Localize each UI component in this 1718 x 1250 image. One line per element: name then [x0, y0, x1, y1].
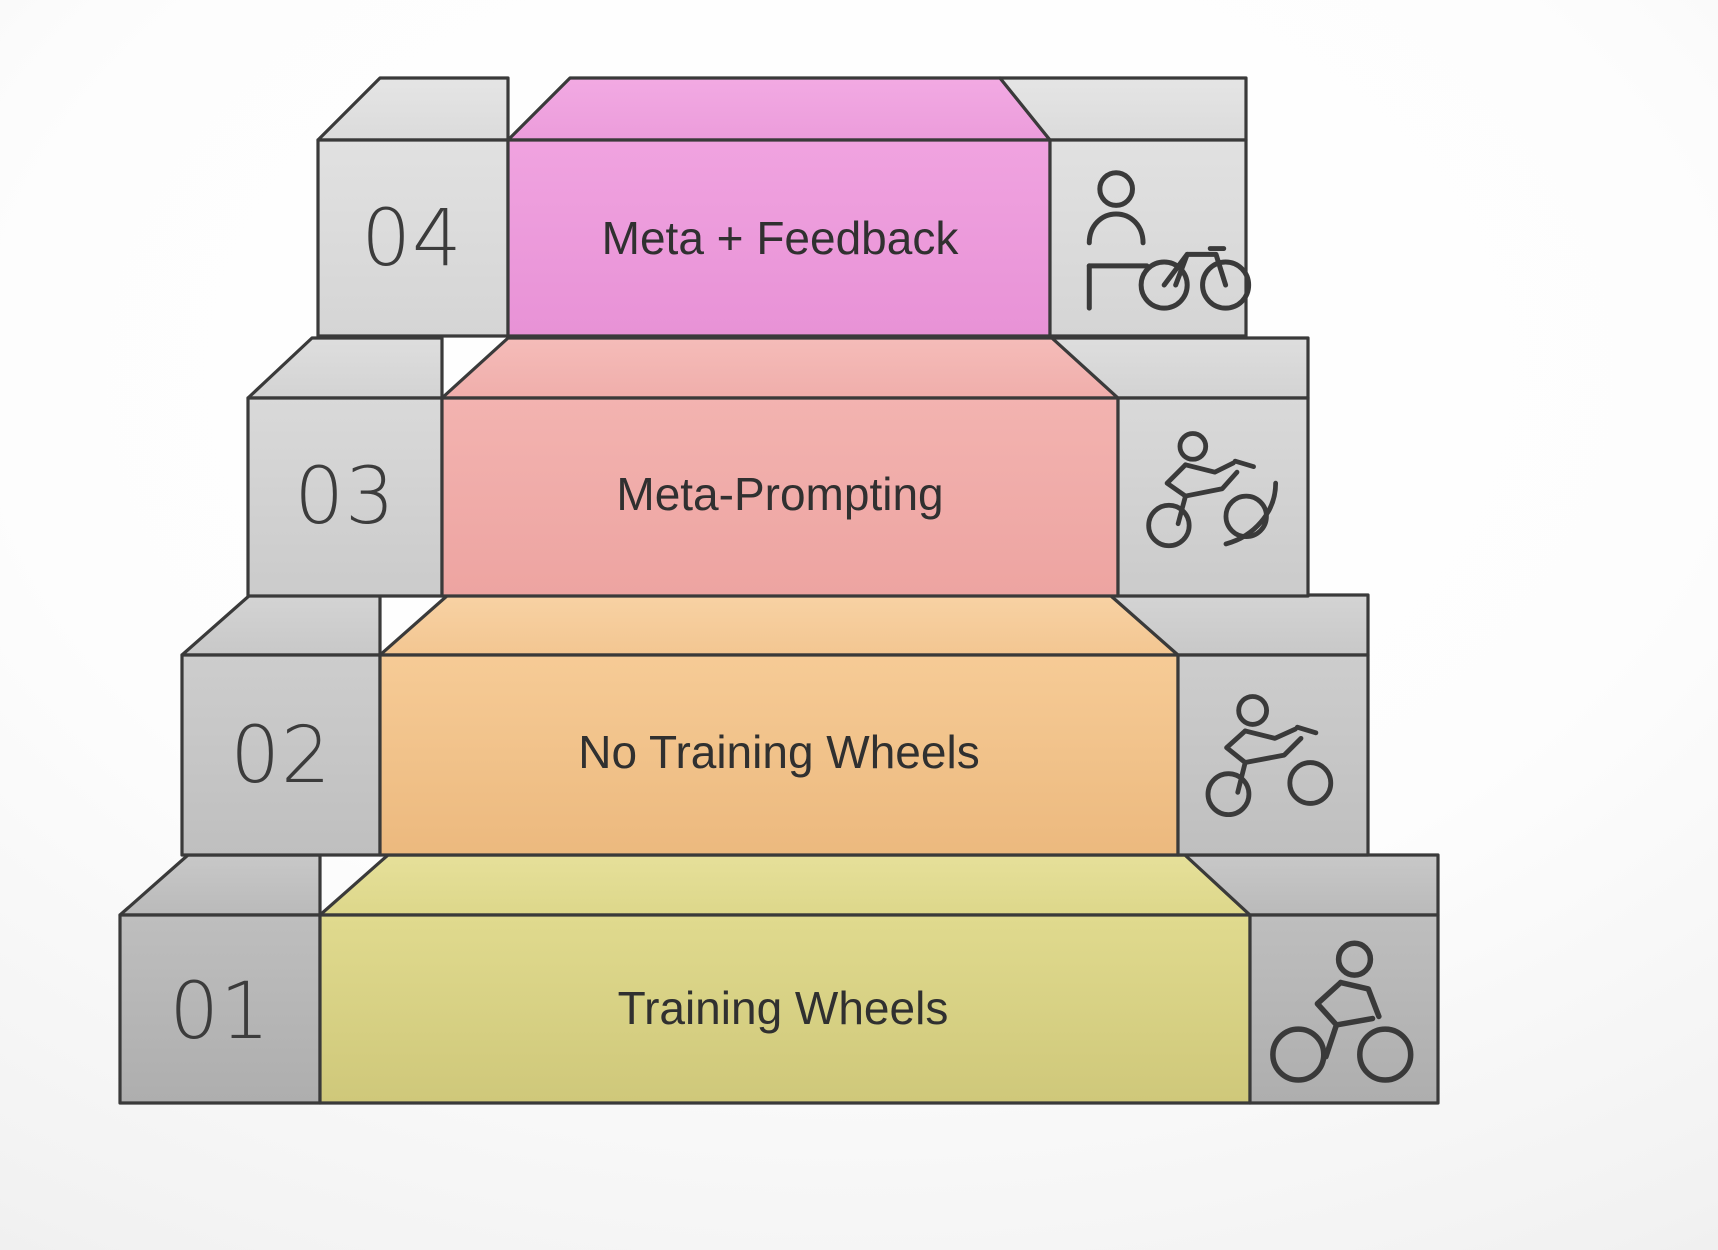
step-01-center-top-face — [318, 853, 1252, 917]
step-01-right-front-face — [1248, 913, 1440, 1105]
step-03-center-top-face — [440, 336, 1120, 400]
cyclist-speed-icon — [1146, 431, 1279, 549]
step-02-center-top-face — [378, 593, 1180, 657]
cyclist-leaning-icon — [1205, 694, 1334, 818]
step-04-left-front-face — [316, 138, 510, 338]
step-04-number: 04 — [361, 194, 462, 284]
person-standing-with-bike-icon — [1086, 170, 1252, 311]
step-04-center-top-face — [506, 76, 1052, 142]
step-02-number: 02 — [230, 711, 331, 801]
step-01-group[interactable]: 01 Training Wheels — [118, 853, 1440, 1105]
step-02-label: No Training Wheels — [578, 726, 979, 778]
step-01-center-front-face — [318, 913, 1252, 1105]
step-03-right-front-face — [1116, 396, 1310, 598]
step-03-left-top-face — [246, 336, 444, 400]
step-03-number: 03 — [294, 452, 395, 542]
step-01-label: Training Wheels — [618, 982, 949, 1034]
step-04-left-top-face — [316, 76, 510, 142]
step-01-left-front-face — [118, 913, 322, 1105]
step-04-group[interactable]: 04 Meta + Feedback — [316, 76, 1252, 338]
step-04-center-front-face — [506, 138, 1052, 338]
step-01-left-top-face — [118, 853, 322, 917]
step-03-left-front-face — [246, 396, 444, 598]
step-04-label: Meta + Feedback — [602, 212, 960, 264]
step-01-number: 01 — [169, 967, 270, 1057]
step-02-group[interactable]: 02 No Training Wheels — [180, 593, 1370, 857]
step-03-center-front-face — [440, 396, 1120, 598]
cyclist-riding-icon — [1270, 940, 1414, 1083]
step-02-left-top-face — [180, 593, 382, 657]
step-03-group[interactable]: 03 Meta-Prompting — [246, 336, 1310, 598]
step-03-label: Meta-Prompting — [616, 468, 943, 520]
